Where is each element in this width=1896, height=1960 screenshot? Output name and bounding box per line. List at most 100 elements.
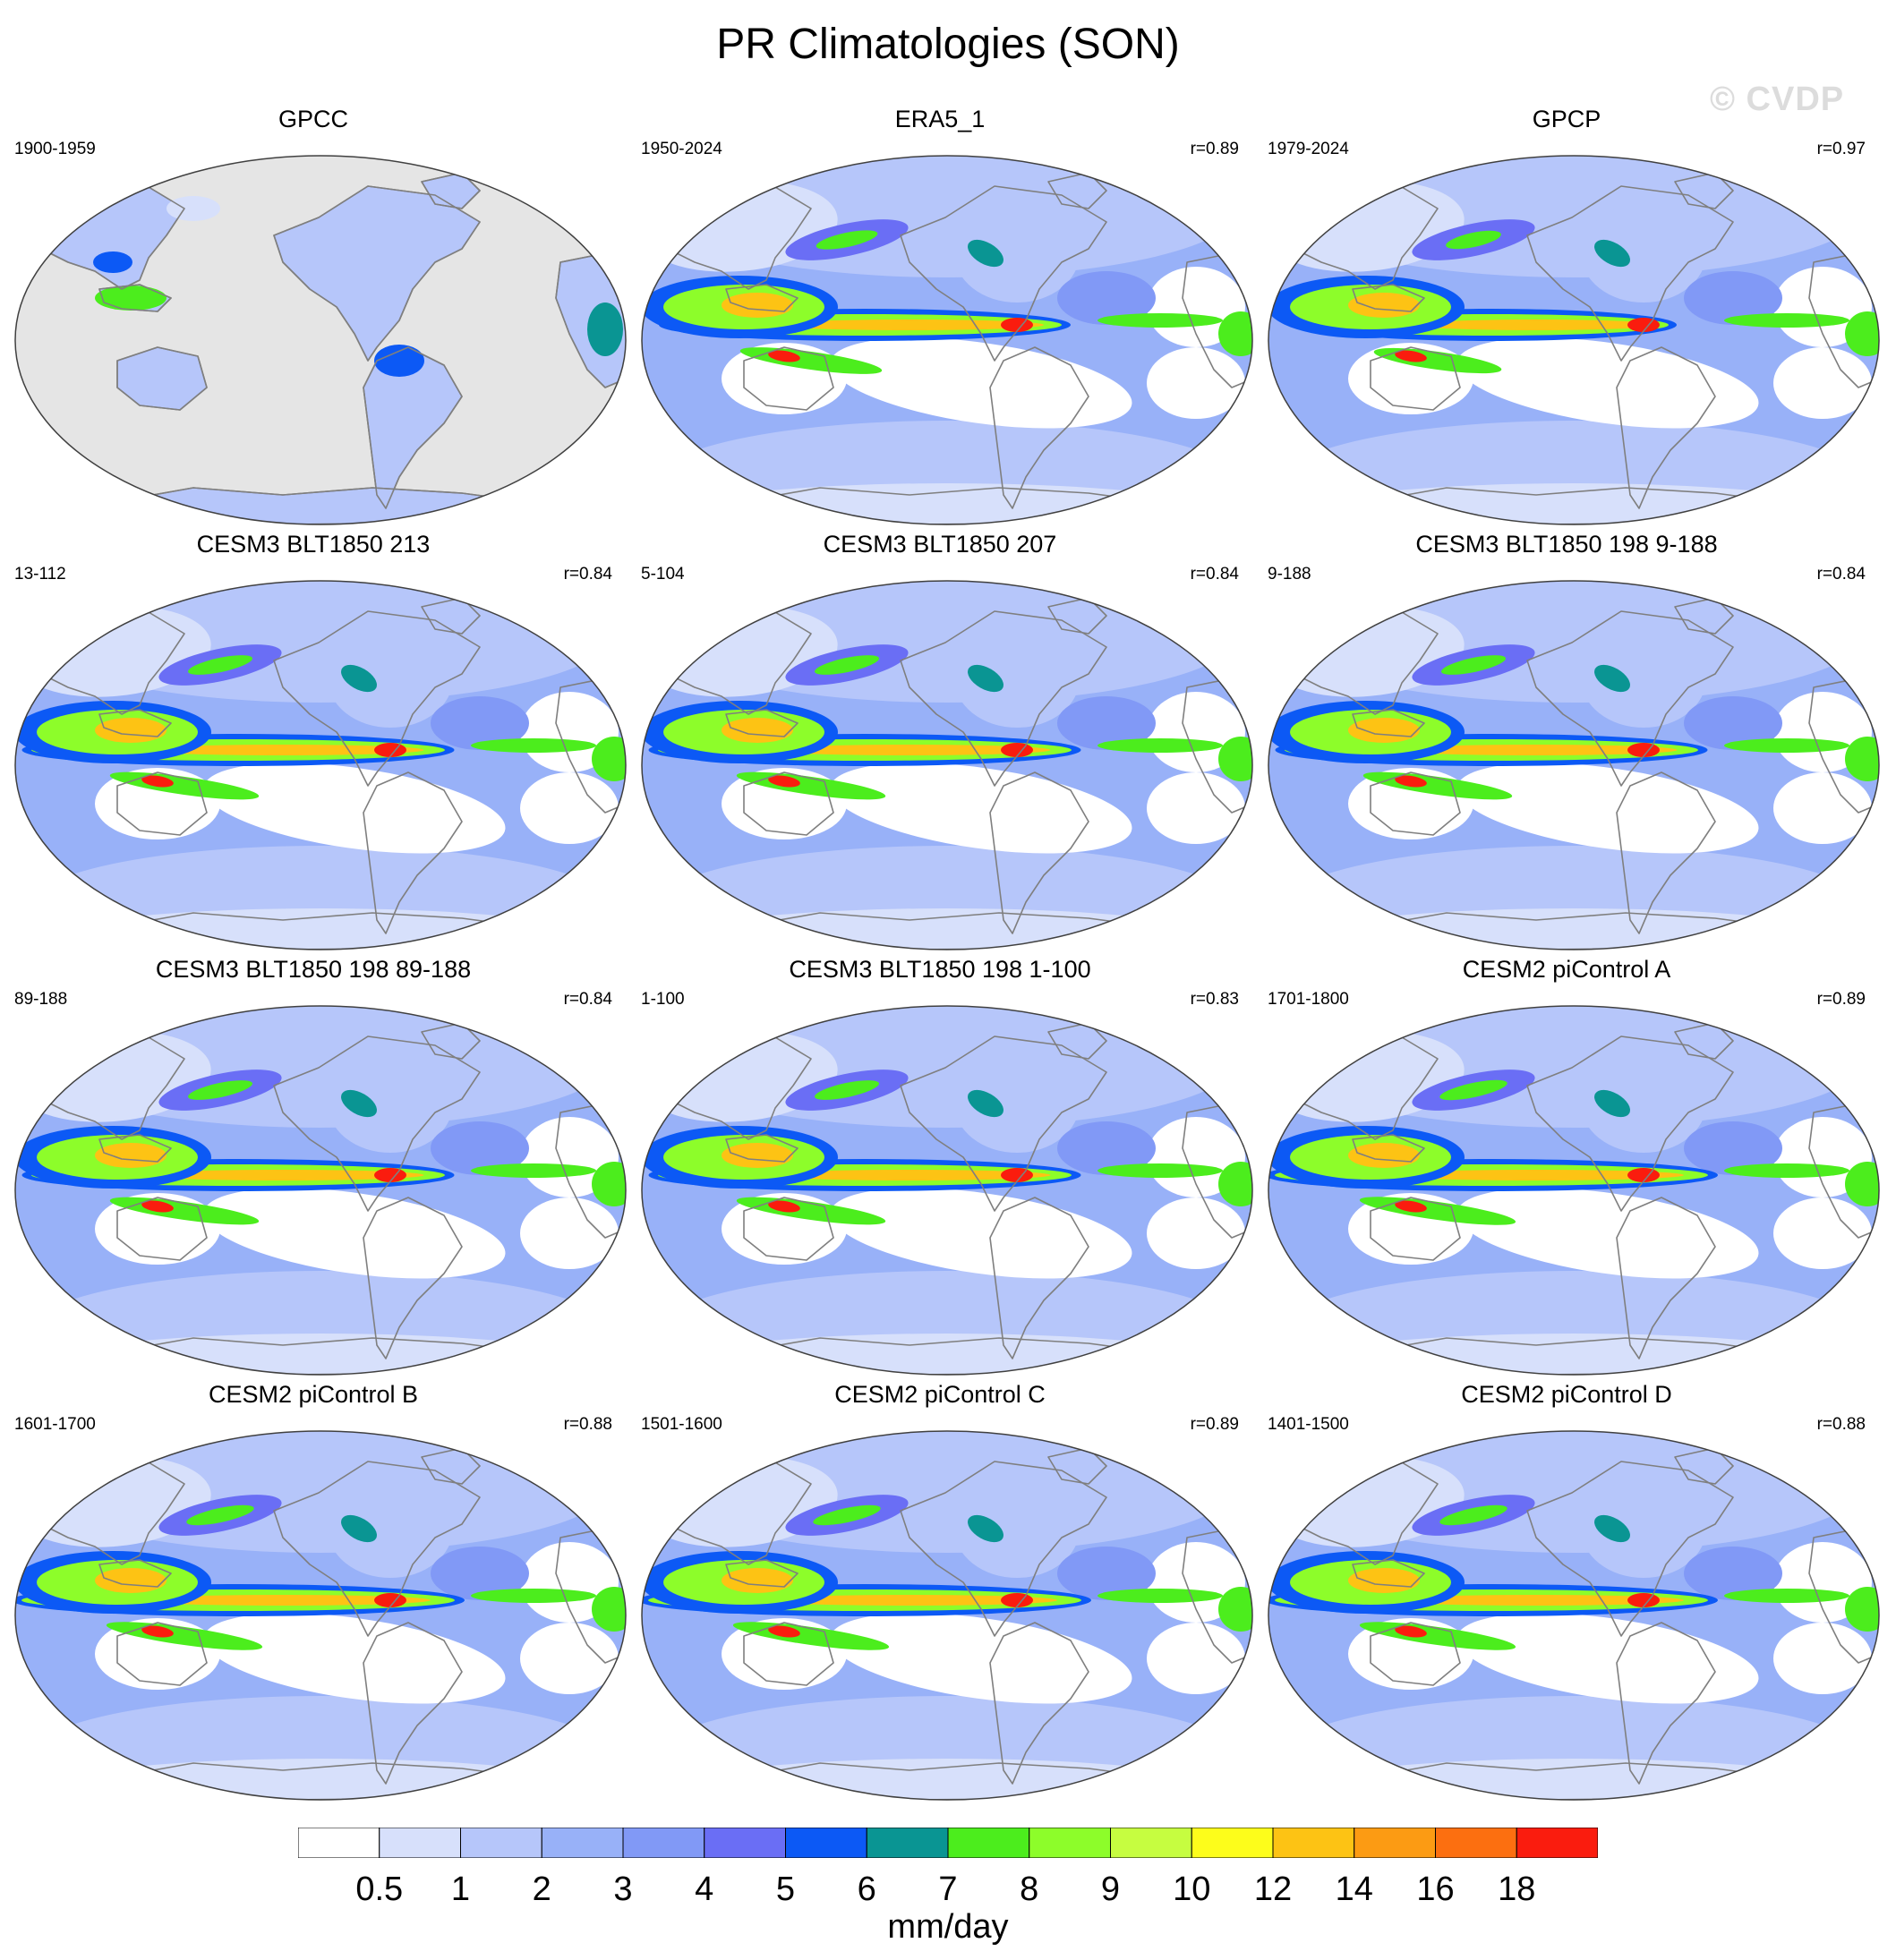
panel-picB: CESM2 piControl B 1601-1700 r=0.88: [0, 1381, 627, 1806]
australia-coast: [1370, 771, 1461, 836]
precip-warm-pool-core: [95, 1568, 167, 1593]
precip-itcz-core: [768, 1170, 1051, 1180]
precip-itcz-east-max: [1627, 318, 1660, 332]
precip-atlantic-itcz: [471, 738, 596, 753]
panel-title: CESM3 BLT1850 213: [196, 531, 431, 558]
map-picC: [641, 1430, 1253, 1801]
precip-spcz-core: [1395, 1200, 1427, 1213]
panel-period: 13-112: [14, 565, 66, 584]
colorbar-bin: [541, 1828, 624, 1858]
panel-picD: CESM2 piControl D 1401-1500 r=0.88: [1253, 1381, 1880, 1806]
precip-kuroshio-core: [1439, 1504, 1507, 1526]
precip-gulf-stream: [1057, 271, 1156, 325]
map-gpcc: [14, 155, 627, 525]
panel-title: CESM2 piControl A: [1462, 956, 1671, 983]
precip-southeast-pacific-dry: [830, 1613, 1132, 1704]
precip-gulf-stream: [1684, 271, 1782, 325]
precip-antarctic: [652, 483, 1243, 524]
precip-antarctic: [25, 1334, 616, 1375]
precip-pacific-northwest: [341, 664, 377, 693]
precip-itcz-east-max: [1001, 743, 1033, 757]
precip-itcz-east-max: [1627, 1168, 1660, 1182]
panel-period: 1-100: [641, 990, 685, 1009]
south-america-coast: [363, 1197, 463, 1359]
colorbar-bin: [1435, 1828, 1517, 1858]
panel-period: 1900-1959: [14, 140, 96, 158]
precip-gulf-stream: [1057, 1121, 1156, 1175]
precip-atlantic-itcz: [471, 1589, 596, 1603]
precip-itcz-core: [768, 745, 1051, 755]
colorbar-tick: 5: [775, 1871, 796, 1908]
precip-south-atlantic-dry: [1773, 347, 1872, 419]
colorbar-bin: [947, 1828, 1030, 1858]
precip-southeast-pacific-dry: [203, 1613, 506, 1704]
precip-southeast-pacific-dry: [1456, 337, 1759, 429]
map-b213: [14, 580, 627, 950]
precip-pacific-northwest: [968, 664, 1004, 693]
south-america-coast: [363, 346, 463, 509]
panel-period: 1501-1600: [641, 1415, 722, 1434]
precip-kuroshio-core: [188, 655, 252, 675]
south-america-coast: [1616, 771, 1716, 934]
south-america-coast: [363, 771, 463, 934]
precip-atlantic-itcz: [1097, 1589, 1223, 1603]
maritime-continent-coast: [725, 1134, 799, 1163]
panel-pattern-correlation: r=0.83: [1190, 990, 1239, 1009]
precip-antarctic: [25, 1759, 616, 1800]
precip-itcz-east-max: [374, 1168, 406, 1182]
precip-central-africa: [587, 303, 623, 356]
north-america-coast: [273, 1461, 481, 1637]
australia-coast: [743, 346, 834, 411]
maritime-continent-coast: [98, 1559, 172, 1588]
precip-itcz-east-max: [1627, 1593, 1660, 1607]
colorbar-bin: [622, 1828, 705, 1858]
australia-coast: [116, 1197, 208, 1261]
colorbar-bin: [704, 1828, 786, 1858]
precip-spcz-core: [768, 1200, 800, 1213]
panel-title: CESM2 piControl D: [1461, 1381, 1672, 1408]
north-america-coast: [1526, 1035, 1734, 1212]
precip-gulf-stream: [1057, 696, 1156, 750]
colorbar-unit: mm/day: [887, 1908, 1009, 1946]
panel-pattern-correlation: r=0.89: [1190, 1415, 1239, 1434]
australia-coast: [1370, 1622, 1461, 1686]
precip-warm-pool-core: [722, 293, 793, 318]
precip-kuroshio-core: [186, 1504, 254, 1526]
precip-south-atlantic-dry: [1147, 347, 1245, 419]
precip-warm-pool-core: [1348, 718, 1420, 743]
precip-maritime: [95, 285, 167, 311]
precip-warm-pool-core: [95, 718, 167, 743]
precip-south-atlantic-dry: [1147, 1623, 1245, 1694]
precip-antarctic: [1278, 483, 1869, 524]
precip-antarctic: [652, 908, 1243, 950]
panel-pattern-correlation: r=0.84: [563, 565, 612, 584]
precip-spcz-core: [768, 1625, 800, 1638]
panel-period: 1979-2024: [1268, 140, 1349, 158]
south-america-coast: [1616, 346, 1716, 509]
precip-itcz-core: [1388, 1595, 1684, 1606]
map-gpcp: [1268, 155, 1880, 525]
precip-south-atlantic-dry: [1773, 1623, 1872, 1694]
precip-warm-pool-core: [722, 1143, 793, 1168]
precip-spcz-core: [768, 350, 800, 362]
precip-siberia: [167, 196, 220, 221]
map-b198b: [14, 1005, 627, 1376]
precip-southeast-pacific-dry: [830, 1188, 1132, 1279]
precip-itcz-east-max: [1001, 1168, 1033, 1182]
panel-b198c: CESM3 BLT1850 198 1-100 1-100 r=0.83: [627, 956, 1253, 1381]
map-era5: [641, 155, 1253, 525]
panel-pattern-correlation: r=0.97: [1816, 140, 1866, 158]
precip-southeast-pacific-dry: [830, 763, 1132, 854]
colorbar-bin: [1191, 1828, 1274, 1858]
precip-pacific-northwest: [1594, 1089, 1630, 1118]
south-america-coast: [363, 1622, 463, 1785]
north-america-coast: [273, 185, 481, 362]
precip-atlantic-itcz: [1097, 738, 1223, 753]
precip-pacific-northwest: [968, 1089, 1004, 1118]
precip-spcz-core: [1395, 350, 1427, 362]
australia-coast: [116, 346, 208, 411]
precip-atlantic-itcz: [1724, 738, 1849, 753]
north-america-coast: [900, 1035, 1107, 1212]
precip-atlantic-itcz: [1097, 1163, 1223, 1178]
panel-title: CESM3 BLT1850 198 89-188: [155, 956, 472, 983]
